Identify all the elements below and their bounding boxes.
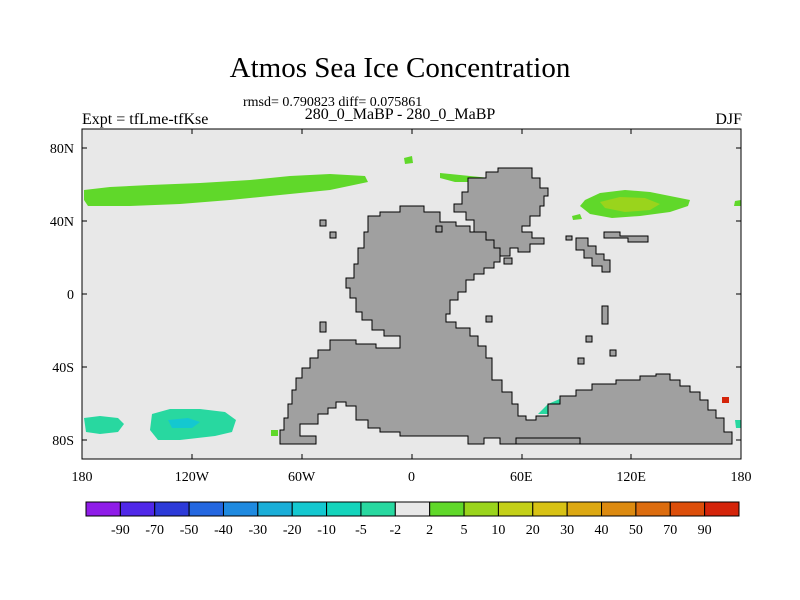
colorbar-swatch — [394, 501, 431, 517]
colorbar-swatch — [222, 501, 259, 517]
colorbar-label: 70 — [663, 523, 677, 538]
colorbar-label: -10 — [317, 523, 336, 538]
land-island-4 — [485, 315, 493, 323]
colorbar-swatch — [119, 501, 156, 517]
colorbar-swatch — [85, 501, 121, 517]
anomaly-southern-spot-2 — [722, 397, 729, 403]
colorbar-swatch — [566, 501, 603, 517]
x-tick-label: 180 — [731, 470, 752, 485]
colorbar-swatch — [463, 501, 499, 517]
colorbar-swatch — [326, 501, 362, 517]
y-tick-label: 80S — [52, 434, 74, 449]
colorbar-swatch — [704, 501, 740, 517]
anomaly-north-pacific-small — [572, 214, 582, 220]
chart-subtitle: rmsd= 0.790823 diff= 0.075861 — [243, 95, 423, 110]
x-tick-label: 60E — [510, 470, 533, 485]
land-island-6 — [585, 335, 593, 343]
colorbar-label: -50 — [180, 523, 199, 538]
land-island-3 — [319, 321, 327, 333]
colorbar-label: 10 — [491, 523, 505, 538]
land-island-9 — [565, 235, 573, 241]
experiment-label: Expt = tfLme-tfKse — [82, 111, 209, 128]
colorbar-swatch — [601, 501, 637, 517]
anomaly-southern-pacific-core — [168, 418, 200, 428]
anomaly-north-pacific-east — [734, 200, 741, 206]
colorbar-swatch — [188, 501, 224, 517]
colorbar-swatch — [669, 501, 706, 517]
colorbar-label: -70 — [145, 523, 164, 538]
anomaly-southern-pacific-west — [84, 416, 124, 434]
land-island-7 — [577, 357, 585, 365]
y-tick-label: 80N — [50, 142, 74, 157]
colorbar-label: -90 — [111, 523, 130, 538]
colorbar-swatch — [257, 501, 293, 517]
land-island-10 — [435, 225, 443, 233]
colorbar-swatch — [291, 501, 328, 517]
y-tick-label: 0 — [67, 288, 74, 303]
x-tick-label: 180 — [72, 470, 93, 485]
x-tick-label: 0 — [408, 470, 415, 485]
season-label: DJF — [715, 111, 742, 128]
x-tick-label: 120E — [616, 470, 646, 485]
colorbar-label: -5 — [355, 523, 367, 538]
colorbar-label: -40 — [214, 523, 233, 538]
land-eurasia-north — [453, 167, 549, 257]
anomaly-arctic-spot — [404, 156, 413, 164]
colorbar-label: -2 — [389, 523, 401, 538]
anomaly-southern-spot-1 — [271, 430, 278, 436]
colorbar-swatch — [429, 501, 465, 517]
tick-marks — [81, 129, 742, 459]
land-east-siberia — [603, 231, 649, 243]
x-tick-label: 120W — [175, 470, 210, 485]
colorbar-label: 20 — [526, 523, 540, 538]
y-tick-label: 40S — [52, 361, 74, 376]
colorbar-label: 90 — [698, 523, 712, 538]
colorbar-swatch — [532, 501, 568, 517]
anomaly-north-atlantic — [84, 174, 368, 206]
colorbar-swatch — [635, 501, 671, 517]
colorbar-label: 2 — [426, 523, 433, 538]
colorbar-swatch — [360, 501, 396, 517]
colorbar-swatch — [497, 501, 534, 517]
land-island-5 — [601, 305, 609, 325]
period-label: 280_0_MaBP - 280_0_MaBP — [304, 106, 496, 123]
colorbar-label: -30 — [249, 523, 268, 538]
anomaly-north-pacific-core — [600, 197, 660, 212]
colorbar-swatch — [154, 501, 190, 517]
y-tick-label: 40N — [50, 215, 74, 230]
chart-title: Atmos Sea Ice Concentration — [229, 52, 571, 84]
colorbar-label: 50 — [629, 523, 643, 538]
land-island-1 — [319, 219, 327, 227]
colorbar-label: -20 — [283, 523, 302, 538]
colorbar-label: 40 — [595, 523, 609, 538]
land-island-8 — [609, 349, 617, 357]
x-tick-label: 60W — [288, 470, 316, 485]
land-island-2 — [329, 231, 337, 239]
land-island-11 — [503, 257, 513, 265]
anomaly-southern-spot-3 — [735, 420, 741, 428]
land-asia-east — [575, 237, 611, 273]
colorbar-label: 5 — [461, 523, 468, 538]
land-main-continent — [279, 205, 733, 445]
colorbar-label: 30 — [560, 523, 574, 538]
